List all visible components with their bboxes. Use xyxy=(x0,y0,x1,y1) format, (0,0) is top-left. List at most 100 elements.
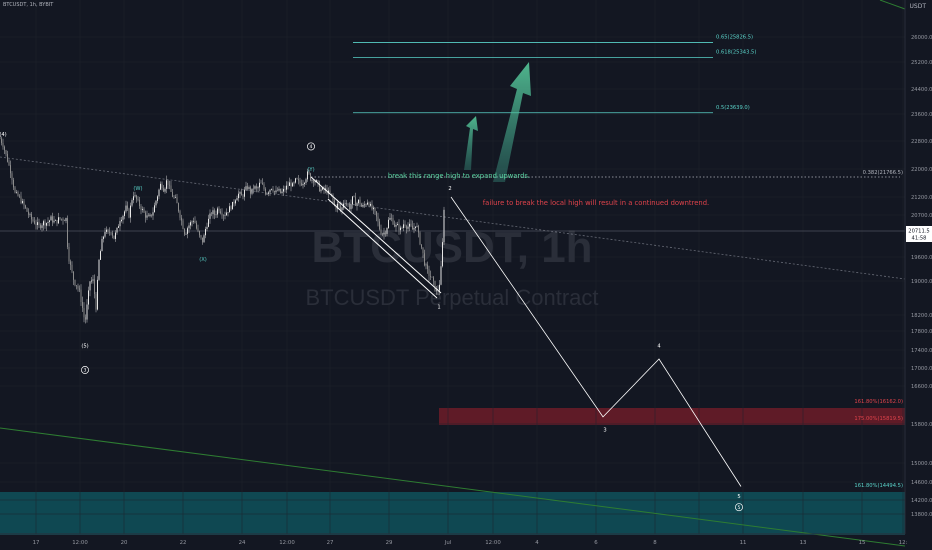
candle-body xyxy=(185,233,187,235)
candle-body xyxy=(211,213,212,215)
candle-body xyxy=(95,294,97,310)
candle-body xyxy=(26,207,28,212)
candle-body xyxy=(374,207,376,212)
candle-body xyxy=(331,193,332,195)
candle-body xyxy=(149,214,151,217)
candle-body xyxy=(197,228,199,232)
candle-body xyxy=(80,289,82,302)
candle-body xyxy=(325,188,326,190)
candle-body xyxy=(104,231,106,237)
candle-body xyxy=(41,225,43,228)
time-tick-label: 22 xyxy=(180,540,187,546)
candle-body xyxy=(7,154,8,162)
candle-body xyxy=(56,220,58,224)
candle-body xyxy=(110,232,112,234)
candle-body xyxy=(332,194,334,201)
candle-body xyxy=(44,221,46,226)
candle-body xyxy=(23,201,25,206)
candle-body xyxy=(184,228,185,235)
candle-body xyxy=(410,223,412,226)
candle-body xyxy=(370,203,371,206)
candle-body xyxy=(296,178,298,179)
price-tick-label: 26000.0 xyxy=(911,35,932,41)
candle-body xyxy=(421,244,422,248)
candle-body xyxy=(322,187,323,190)
symbol-header[interactable]: BTCUSDT, 1h, BYBIT xyxy=(3,2,54,8)
candle-body xyxy=(196,222,197,229)
time-tick-label: 29 xyxy=(386,540,393,546)
time-tick-label: 27 xyxy=(327,540,334,546)
candle-body xyxy=(17,192,19,196)
candle-body xyxy=(92,279,94,281)
candle-body xyxy=(253,188,254,190)
candle-body xyxy=(400,227,401,231)
candle-body xyxy=(391,217,392,219)
candle-body xyxy=(272,188,274,192)
candle-body xyxy=(341,207,343,211)
wave-label: 1 xyxy=(437,305,440,311)
candle-body xyxy=(173,196,175,198)
time-tick-label: 17 xyxy=(33,540,40,546)
candle-body xyxy=(274,191,275,193)
candle-body xyxy=(407,226,409,229)
candle-body xyxy=(230,206,232,210)
candle-body xyxy=(220,211,221,214)
candle-body xyxy=(164,188,166,192)
wave-label: (4) xyxy=(0,132,7,138)
candle-body xyxy=(223,215,224,217)
candle-body xyxy=(205,229,206,236)
time-axis[interactable]: 17 12:00 20 22 24 12:00 27 29 Jul 12:00 4 6 8 11 13 15 1… xyxy=(33,540,908,546)
arrow-large xyxy=(493,62,531,182)
price-axis[interactable]: 26000.0 25200.0 24400.0 23600.0 22800.0 22000… xyxy=(911,35,932,518)
candle-body xyxy=(175,197,176,199)
candle-body xyxy=(121,219,122,222)
candle-body xyxy=(89,281,91,291)
candle-body xyxy=(71,264,73,272)
candle-body xyxy=(32,219,34,222)
candle-body xyxy=(424,253,425,266)
wave-label: 5 xyxy=(737,494,740,500)
candle-body xyxy=(97,279,98,310)
candle-body xyxy=(263,184,265,190)
candle-body xyxy=(34,221,35,224)
candle-body xyxy=(401,227,403,229)
candle-body xyxy=(82,301,83,308)
candle-body xyxy=(151,214,152,216)
candle-body xyxy=(88,290,89,305)
candle-body xyxy=(143,209,145,213)
candle-body xyxy=(202,237,203,243)
candle-body xyxy=(115,232,116,239)
candle-body xyxy=(47,221,49,223)
red-target-zone xyxy=(439,408,905,425)
candle-body xyxy=(310,173,311,181)
candle-body xyxy=(217,208,218,215)
candle-body xyxy=(113,235,115,239)
price-tick-label: 18200.0 xyxy=(911,313,932,319)
candle-body xyxy=(166,180,167,189)
candle-body xyxy=(269,189,271,193)
candle-body xyxy=(418,226,419,233)
candle-body xyxy=(83,307,85,318)
candle-body xyxy=(125,205,127,212)
candle-body xyxy=(241,192,242,196)
candle-body xyxy=(136,195,137,200)
candle-body xyxy=(199,231,200,236)
time-tick-label: 12:00 xyxy=(485,540,501,546)
candle-body xyxy=(301,183,302,186)
candle-body xyxy=(179,211,181,218)
candle-body xyxy=(112,232,113,236)
candle-body xyxy=(50,216,52,221)
candle-body xyxy=(386,227,388,234)
candle-body xyxy=(403,224,404,228)
candle-body xyxy=(59,217,61,219)
time-tick-label: 15 xyxy=(859,540,866,546)
candle-body xyxy=(86,304,88,320)
price-tick-label: 20700.0 xyxy=(911,213,932,219)
candle-body xyxy=(284,188,286,190)
candle-body xyxy=(394,224,395,227)
price-tick-label: 22800.0 xyxy=(911,139,932,145)
candle-body xyxy=(65,218,67,222)
price-tick-label: 17400.0 xyxy=(911,348,932,354)
